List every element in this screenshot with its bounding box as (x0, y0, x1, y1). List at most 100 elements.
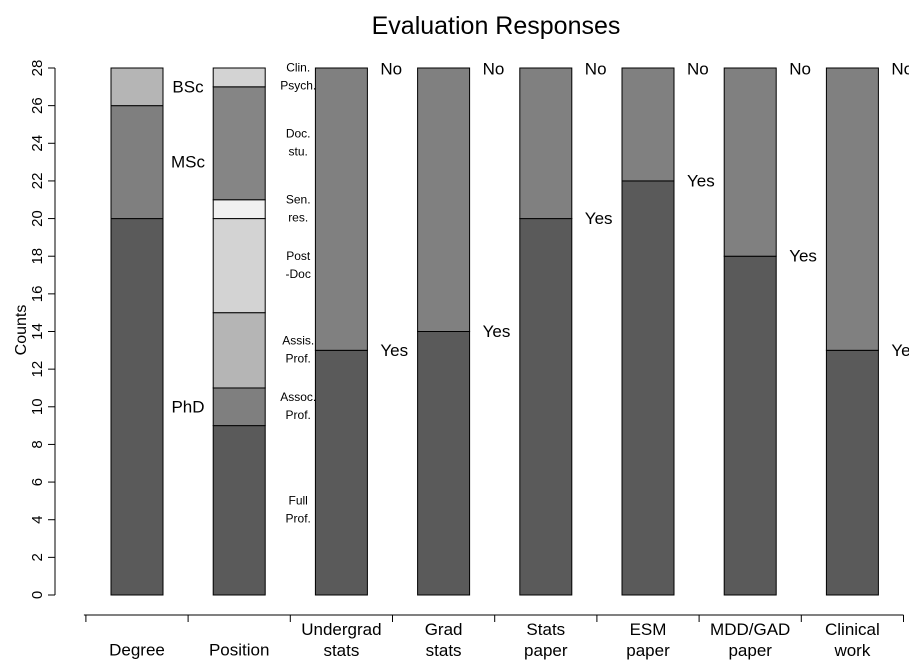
bar (110, 67, 164, 596)
y-tick-label: 0 (29, 591, 46, 599)
y-tick-label: 24 (29, 135, 46, 152)
x-category-label-line: Clinical (825, 620, 880, 639)
bar-segment (110, 218, 164, 596)
segment-label: MSc (171, 153, 206, 172)
segment-label: No (483, 59, 505, 78)
y-tick-label: 20 (29, 210, 46, 227)
x-category-label: Stats paper (524, 620, 568, 660)
segment-label: No (687, 59, 709, 78)
y-tick-label: 22 (29, 173, 46, 190)
bar-segment (212, 425, 266, 596)
y-tick-label: 4 (29, 516, 46, 524)
x-axis: Degree Position Undergrad stats Grad stats Sta… (83, 614, 904, 660)
segment-label-line: Yes (483, 322, 511, 341)
x-category-label-line: Stats (526, 620, 565, 639)
segment-label-line: PhD (171, 397, 204, 416)
segment-label-line: Assoc. (280, 390, 316, 404)
x-category-label-line: stats (323, 641, 359, 660)
segment-label: BSc (172, 77, 204, 96)
x-category-label-line: Grad (425, 620, 463, 639)
bar-segment (212, 387, 266, 427)
x-category-label-line: stats (426, 641, 462, 660)
bar (212, 67, 266, 596)
bar (621, 67, 675, 596)
segment-label-line: Psych. (280, 79, 316, 93)
segment-label-line: No (687, 59, 709, 78)
segment-label-line: No (789, 59, 811, 78)
x-category-label: Grad stats (425, 620, 463, 660)
bar-segment (212, 86, 266, 201)
segment-label-line: Yes (687, 171, 715, 190)
bar-segment (212, 199, 266, 220)
x-category-label-line: Degree (109, 640, 165, 659)
y-tick-label: 6 (29, 478, 46, 486)
y-tick-label: 28 (29, 60, 46, 77)
bar-segment (825, 349, 879, 596)
x-category-label: Degree (109, 640, 165, 659)
segment-label-line: Yes (891, 341, 909, 360)
x-category-label: Undergrad stats (301, 620, 381, 660)
segment-label: Clin. Psych. (280, 61, 316, 93)
bar-segment (621, 180, 675, 596)
segment-label: Yes (483, 322, 511, 341)
segment-label-line: Sen. (286, 192, 311, 206)
x-category-label: Position (209, 640, 269, 659)
segment-label: Yes (789, 247, 817, 266)
segment-label-line: BSc (172, 77, 204, 96)
y-tick-label: 26 (29, 97, 46, 114)
bar (519, 67, 573, 596)
x-category-label-line: paper (524, 641, 568, 660)
y-tick-label: 2 (29, 553, 46, 561)
x-category-label: ESM paper (626, 620, 670, 660)
chart-title: Evaluation Responses (372, 12, 621, 40)
bar (314, 67, 368, 596)
segment-label: Assoc. Prof. (280, 390, 316, 422)
y-tick-label: 10 (29, 398, 46, 415)
segment-label-line: Yes (585, 209, 613, 228)
bar (825, 67, 879, 596)
segment-label-line: Clin. (286, 61, 310, 75)
y-tick-label: 14 (29, 323, 46, 340)
segment-label: Sen. res. (286, 192, 311, 224)
segment-label: Assis. Prof. (282, 333, 314, 365)
segment-label: Post -Doc (286, 249, 311, 281)
bar-segment (110, 67, 164, 107)
segment-labels: PhD MSc BSc Full Prof. Assoc. Prof. Assis. Prof.… (171, 59, 909, 525)
segment-label: Full Prof. (286, 493, 311, 525)
bar (417, 67, 471, 596)
segment-label-line: No (891, 59, 909, 78)
segment-label-line: Yes (380, 341, 408, 360)
y-axis-label: Counts (13, 305, 30, 356)
segment-label-line: Yes (789, 247, 817, 266)
segment-label: No (891, 59, 909, 78)
segment-label-line: No (380, 59, 402, 78)
segment-label-line: No (483, 59, 505, 78)
bar-segment (314, 67, 368, 351)
segment-label-line: -Doc (286, 267, 311, 281)
bar-segment (212, 312, 266, 389)
bar-segment (723, 255, 777, 596)
bar-segment (212, 67, 266, 88)
segment-label-line: Prof. (286, 511, 311, 525)
x-category-label-line: Undergrad (301, 620, 381, 639)
segment-label-line: res. (288, 210, 308, 224)
x-category-label-line: MDD/GAD (710, 620, 790, 639)
x-category-label-line: paper (626, 641, 670, 660)
x-category-label-line: paper (728, 641, 772, 660)
segment-label-line: No (585, 59, 607, 78)
y-tick-label: 18 (29, 248, 46, 265)
bar-segment (519, 218, 573, 596)
bar-segment (110, 105, 164, 220)
segment-label: No (380, 59, 402, 78)
y-tick-label: 12 (29, 361, 46, 378)
x-category-label: MDD/GAD paper (710, 620, 790, 660)
segment-label: PhD (171, 397, 204, 416)
x-category-label-line: work (833, 641, 870, 660)
bar-segment (417, 331, 471, 596)
bar-segment (723, 67, 777, 257)
segment-label-line: Assis. (282, 333, 314, 347)
x-category-label-line: ESM (630, 620, 667, 639)
bar-segment (417, 67, 471, 332)
segment-label: Doc. stu. (286, 126, 311, 158)
